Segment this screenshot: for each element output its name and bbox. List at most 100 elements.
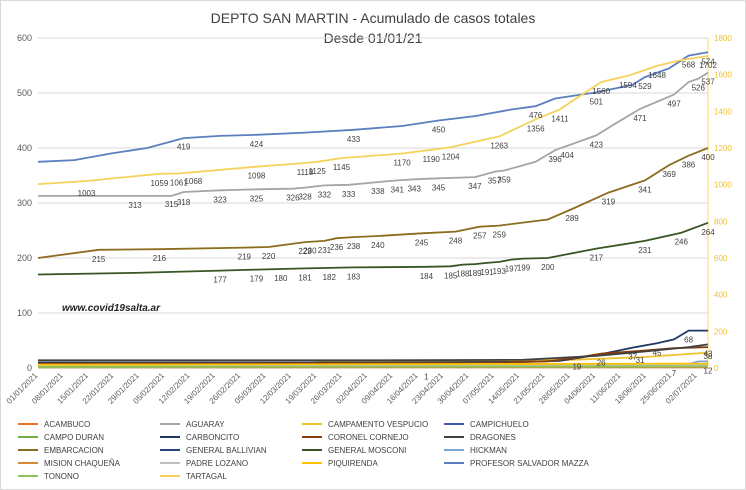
data-label: 236 xyxy=(330,243,344,252)
data-label: 1560 xyxy=(592,87,610,96)
data-label: 345 xyxy=(432,183,446,192)
data-label: 396 xyxy=(548,155,562,164)
legend-label: EMBARCACION xyxy=(44,446,104,455)
y-left-tick-label: 0 xyxy=(27,363,32,373)
data-label: 43 xyxy=(704,349,713,358)
data-label: 341 xyxy=(638,185,652,194)
legend-item: GENERAL BALLIVIAN xyxy=(160,446,267,459)
data-label: 37 xyxy=(628,353,637,362)
data-label: 215 xyxy=(92,255,106,264)
data-label: 1 xyxy=(424,372,429,381)
data-label: 1190 xyxy=(423,155,441,164)
y-right-tick-label: 800 xyxy=(714,217,728,226)
data-label: 184 xyxy=(420,272,434,281)
legend-swatch xyxy=(18,474,38,477)
y-right-tick-label: 1600 xyxy=(714,71,732,80)
data-label: 193 xyxy=(493,267,507,276)
data-label: 229 xyxy=(298,247,312,256)
data-label: 1118 xyxy=(297,168,314,177)
legend-swatch xyxy=(160,461,180,464)
legend-item: CAMPAMENTO VESPUCIO xyxy=(302,420,428,433)
data-label: 476 xyxy=(529,111,543,120)
data-label: 328 xyxy=(298,193,312,202)
legend-label: PADRE LOZANO xyxy=(186,459,249,468)
y-left-tick-label: 600 xyxy=(17,33,32,43)
legend-label: PIQUIRENDA xyxy=(328,459,378,468)
data-label: 326 xyxy=(286,194,300,203)
series-line xyxy=(37,51,709,163)
data-label: 7 xyxy=(672,369,677,378)
data-label: 31 xyxy=(636,356,645,365)
legend-item: AGUARAY xyxy=(160,420,225,433)
data-label: 257 xyxy=(473,232,487,241)
data-label: 325 xyxy=(250,194,264,203)
legend-label: MISION CHAQUEÑA xyxy=(44,459,121,468)
data-label: 1411 xyxy=(551,114,569,123)
data-label: 230 xyxy=(303,247,317,256)
data-label: 471 xyxy=(633,114,647,123)
data-label: 357 xyxy=(488,177,502,186)
legend-label: CARBONCITO xyxy=(186,433,240,442)
data-label: 1125 xyxy=(309,167,327,176)
data-label: 26 xyxy=(597,359,606,368)
legend-item: TONONO xyxy=(18,472,79,485)
data-label: 38 xyxy=(704,352,713,361)
series-line xyxy=(37,365,709,368)
data-label: 450 xyxy=(432,126,446,135)
data-label: 231 xyxy=(318,246,332,255)
y-right-tick-label: 1000 xyxy=(714,181,732,190)
legend-label: DRAGONES xyxy=(470,433,516,442)
legend-swatch xyxy=(160,422,180,425)
data-label: 1594 xyxy=(619,81,637,90)
legend-label: CORONEL CORNEJO xyxy=(328,433,409,442)
data-label: 568 xyxy=(682,61,696,70)
data-label: 177 xyxy=(213,276,227,285)
data-label: 183 xyxy=(347,272,361,281)
data-label: 231 xyxy=(638,246,652,255)
data-label: 216 xyxy=(153,254,167,263)
legend-swatch xyxy=(444,448,464,451)
legend-label: TARTAGAL xyxy=(186,472,227,481)
series-line xyxy=(38,343,709,362)
legend-swatch xyxy=(18,448,38,451)
data-label: 400 xyxy=(701,153,715,162)
y-right-tick-label: 0 xyxy=(714,364,719,373)
data-label: 1648 xyxy=(648,71,666,80)
data-label: 200 xyxy=(541,263,555,272)
data-label: 182 xyxy=(323,273,337,282)
data-label: 369 xyxy=(662,170,676,179)
data-label: 318 xyxy=(177,198,191,207)
legend-label: AGUARAY xyxy=(186,420,225,429)
legend-item: PROFESOR SALVADOR MAZZA xyxy=(444,459,589,472)
data-label: 347 xyxy=(468,182,482,191)
data-label: 1170 xyxy=(394,159,412,168)
y-left-tick-label: 500 xyxy=(17,88,32,98)
y-right-tick-label: 1200 xyxy=(714,144,732,153)
legend-swatch xyxy=(444,422,464,425)
legend-swatch xyxy=(160,435,180,438)
series-line xyxy=(37,364,709,367)
y-right-tick-label: 400 xyxy=(714,291,728,300)
series-line xyxy=(38,71,709,197)
legend-label: GENERAL BALLIVIAN xyxy=(186,446,267,455)
legend-swatch xyxy=(302,448,322,451)
data-label: 1061 xyxy=(170,178,188,187)
data-label: 191 xyxy=(480,268,494,277)
data-label: 332 xyxy=(318,190,332,199)
data-label: 1059 xyxy=(150,179,168,188)
data-label: 248 xyxy=(449,237,463,246)
legend-swatch xyxy=(18,435,38,438)
legend-item: CAMPICHUELO xyxy=(444,420,529,433)
legend-swatch xyxy=(160,448,180,451)
y-left-tick-label: 100 xyxy=(17,308,32,318)
data-label: 245 xyxy=(415,238,429,247)
legend-label: CAMPO DURAN xyxy=(44,433,105,442)
chart-legend: ACAMBUCO AGUARAY CAMPAMENTO VESPUCIO CAMPIC… xyxy=(18,420,738,486)
data-label: 315 xyxy=(165,200,179,209)
legend-item: CAMPO DURAN xyxy=(18,433,104,446)
legend-label: ACAMBUCO xyxy=(44,420,91,429)
data-label: 537 xyxy=(701,78,715,87)
legend-item: GENERAL MOSCONI xyxy=(302,446,406,459)
legend-item: DRAGONES xyxy=(444,433,516,446)
data-label: 188 xyxy=(456,270,470,279)
